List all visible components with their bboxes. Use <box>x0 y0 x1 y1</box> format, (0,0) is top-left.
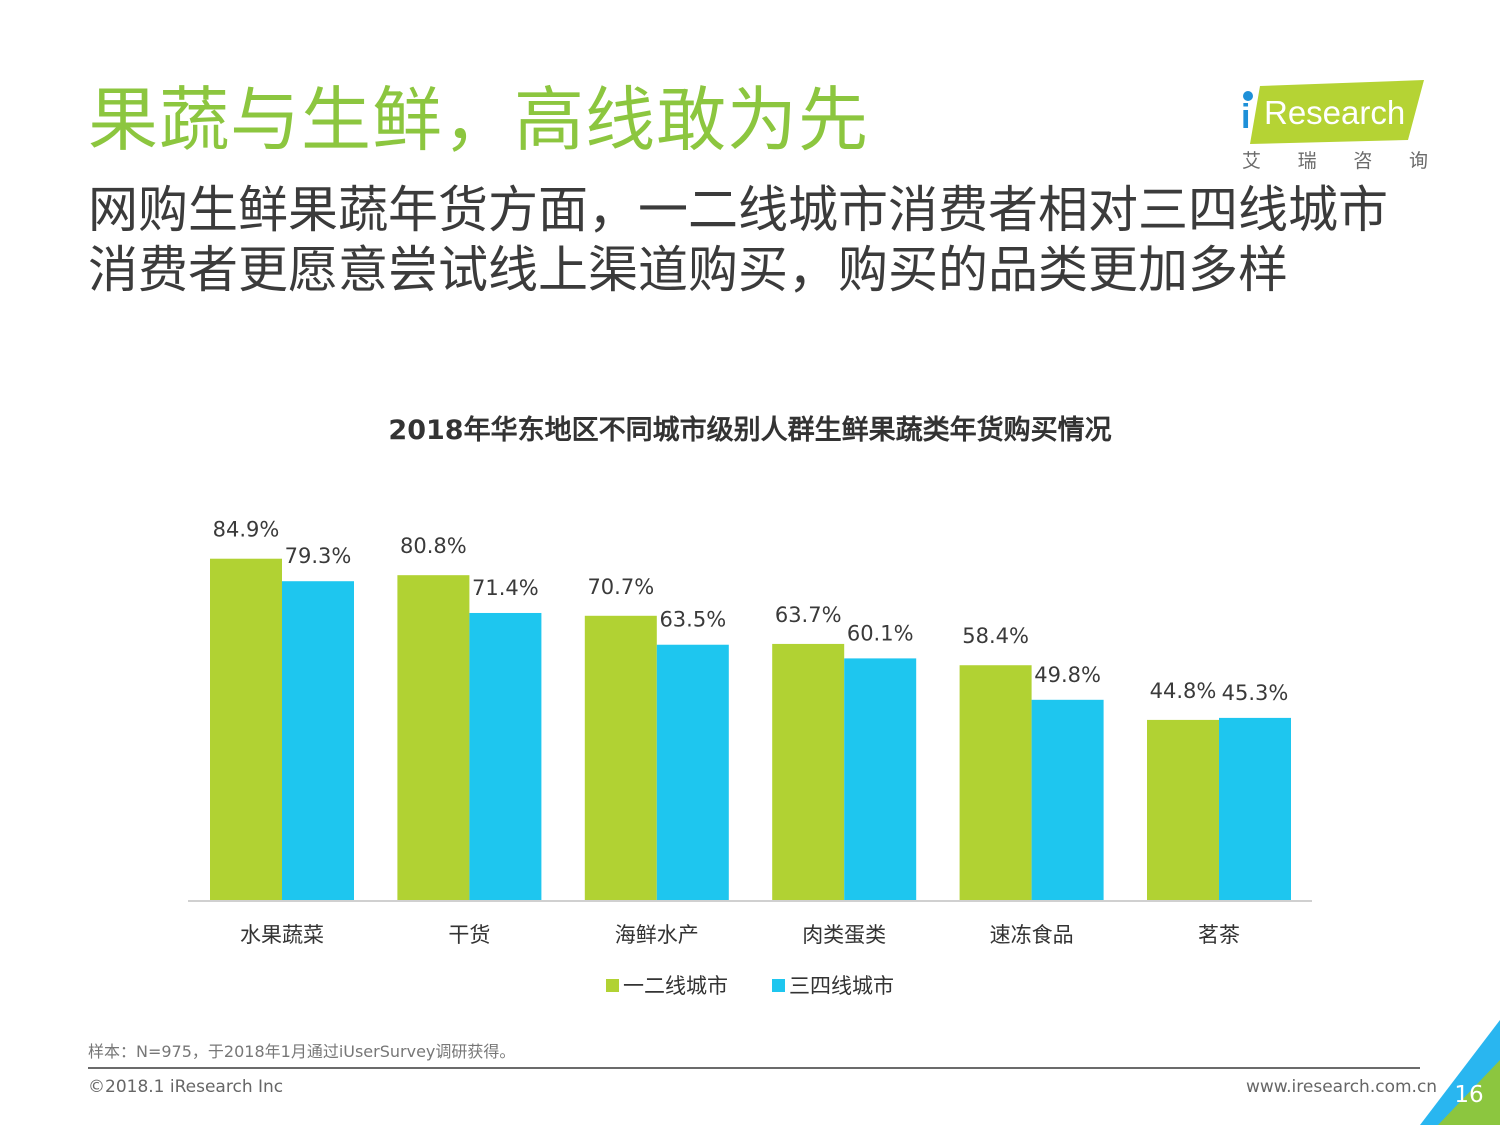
logo-cn-char: 咨 <box>1353 150 1373 172</box>
legend-label-tier34: 三四线城市 <box>789 974 894 998</box>
category-label: 干货 <box>448 923 490 947</box>
legend-swatch-tier34 <box>772 978 785 992</box>
bar-tier12 <box>584 615 657 900</box>
logo-cn-char: 艾 <box>1242 150 1262 172</box>
data-label: 60.1% <box>847 621 914 645</box>
bar-tier34 <box>1219 717 1291 900</box>
chart-title: 2018年华东地区不同城市级别人群生鲜果蔬类年货购买情况 <box>388 415 1112 446</box>
iresearch-logo: i Research <box>1241 80 1424 144</box>
bar-tier12 <box>210 558 282 900</box>
bar-tier34 <box>1031 699 1104 900</box>
chart-legend: 一二线城市 三四线城市 <box>0 970 1500 1000</box>
bar-tier34 <box>844 658 917 900</box>
category-label: 海鲜水产 <box>615 923 699 947</box>
logo-banner-shape <box>1250 80 1424 144</box>
category-label: 速冻食品 <box>990 923 1074 947</box>
logo-dot <box>1243 91 1253 101</box>
sample-note: 样本：N=975，于2018年1月通过iUserSurvey调研获得。 <box>88 1042 516 1061</box>
data-label: 80.8% <box>400 534 467 558</box>
logo-cn-char: 瑞 <box>1297 150 1317 172</box>
legend-item-tier34: 三四线城市 <box>772 970 894 1000</box>
data-label: 63.5% <box>659 608 726 632</box>
bar-tier12 <box>772 643 845 900</box>
bar-tier34 <box>656 644 729 900</box>
logo-chinese-name: 艾 瑞 咨 询 <box>1242 146 1428 173</box>
corner-decoration <box>1420 1020 1500 1125</box>
page-number: 16 <box>1454 1082 1484 1108</box>
logo-cn-char: 询 <box>1408 150 1428 172</box>
category-label: 肉类蛋类 <box>802 923 886 947</box>
page-subtitle: 网购生鲜果蔬年货方面，一二线城市消费者相对三四线城市消费者更愿意尝试线上渠道购买… <box>88 181 1388 299</box>
copyright: ©2018.1 iResearch Inc <box>88 1077 284 1097</box>
corner-green-shape <box>1438 1060 1500 1125</box>
bar-tier34 <box>282 581 354 900</box>
logo-text: Research <box>1264 94 1405 131</box>
bar-tier12 <box>959 665 1032 900</box>
legend-item-tier12: 一二线城市 <box>606 970 728 1000</box>
footer-divider <box>88 1067 1420 1069</box>
page-title: 果蔬与生鲜，高线敢为先 <box>88 79 869 161</box>
website-link[interactable]: www.iresearch.com.cn <box>1246 1077 1438 1097</box>
bar-tier12 <box>397 575 470 900</box>
data-label: 45.3% <box>1222 681 1289 705</box>
bar-tier12 <box>1147 719 1219 900</box>
data-label: 49.8% <box>1034 663 1101 687</box>
category-label: 水果蔬菜 <box>240 923 324 947</box>
logo-letter-i: i <box>1241 98 1250 136</box>
legend-swatch-tier12 <box>606 978 619 992</box>
bar-chart: 84.9%79.3% 水果蔬菜 80.8%71.4% 干货 70.7%63.5% 海鲜水产… <box>188 518 1312 947</box>
legend-label-tier12: 一二线城市 <box>623 974 728 998</box>
data-label: 44.8% <box>1150 679 1217 703</box>
data-label: 84.9% <box>213 518 280 542</box>
data-label: 63.7% <box>775 603 842 627</box>
category-label: 茗茶 <box>1198 923 1240 947</box>
data-label: 79.3% <box>285 544 352 568</box>
data-label: 71.4% <box>472 576 539 600</box>
bar-tier34 <box>469 612 542 900</box>
data-label: 58.4% <box>962 624 1029 648</box>
corner-blue-shape <box>1420 1020 1500 1125</box>
data-label: 70.7% <box>587 575 654 599</box>
